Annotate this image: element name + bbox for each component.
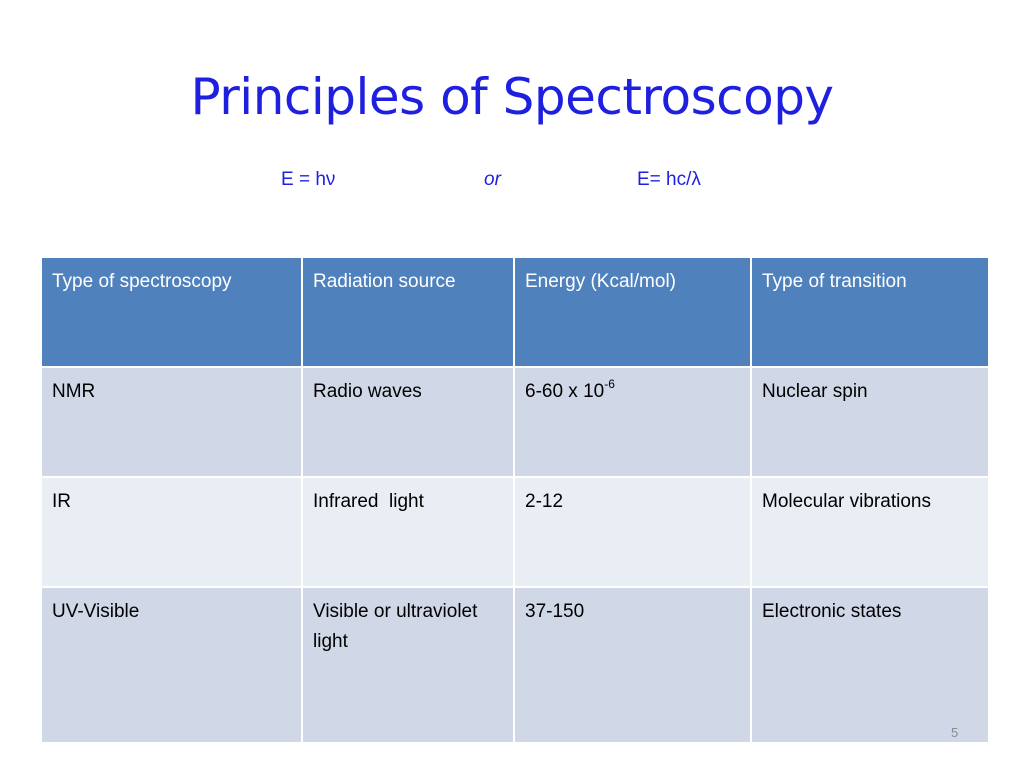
table-header-row: Type of spectroscopy Radiation source En… — [40, 256, 990, 368]
header-energy: Energy (Kcal/mol) — [513, 256, 752, 368]
cell-source: Visible or ultraviolet light — [301, 586, 515, 744]
cell-source: Radio waves — [301, 366, 515, 478]
energy-exponent: -6 — [604, 376, 615, 391]
equation-planck: E = hν — [281, 169, 336, 190]
page-number: 5 — [951, 725, 959, 740]
cell-source: Infrared light — [301, 476, 515, 588]
slide-title: Principles of Spectroscopy — [190, 68, 834, 126]
equation-or: or — [484, 169, 501, 190]
equation-wavelength: E= hc/λ — [637, 169, 701, 190]
table-row: NMR Radio waves 6-60 x 10-6 Nuclear spin — [40, 366, 990, 478]
cell-energy: 2-12 — [513, 476, 752, 588]
cell-type: UV-Visible — [40, 586, 303, 744]
header-type-of-transition: Type of transition — [750, 256, 990, 368]
table-row: UV-Visible Visible or ultraviolet light … — [40, 586, 990, 744]
header-type-of-spectroscopy: Type of spectroscopy — [40, 256, 303, 368]
cell-transition: Electronic states — [750, 586, 990, 744]
cell-energy: 6-60 x 10-6 — [513, 366, 752, 478]
cell-type: IR — [40, 476, 303, 588]
cell-type: NMR — [40, 366, 303, 478]
header-radiation-source: Radiation source — [301, 256, 515, 368]
spectroscopy-table: Type of spectroscopy Radiation source En… — [40, 256, 990, 744]
cell-transition: Molecular vibrations — [750, 476, 990, 588]
cell-transition: Nuclear spin — [750, 366, 990, 478]
table-row: IR Infrared light 2-12 Molecular vibrati… — [40, 476, 990, 588]
energy-base: 6-60 x 10 — [525, 381, 605, 402]
cell-energy: 37-150 — [513, 586, 752, 744]
